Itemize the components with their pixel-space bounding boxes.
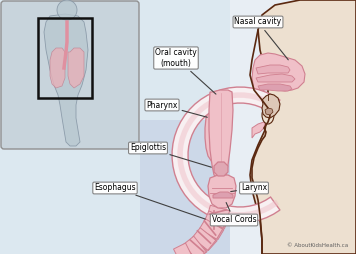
Polygon shape (205, 211, 227, 228)
Polygon shape (44, 14, 88, 146)
Text: Pharynx: Pharynx (146, 101, 207, 117)
Polygon shape (256, 74, 295, 82)
Polygon shape (205, 93, 228, 164)
Polygon shape (173, 243, 194, 254)
Text: Esophagus: Esophagus (94, 183, 205, 219)
Polygon shape (68, 48, 84, 88)
Polygon shape (265, 108, 273, 115)
Polygon shape (199, 219, 222, 239)
Polygon shape (213, 192, 233, 198)
FancyBboxPatch shape (1, 1, 139, 149)
Text: Oral cavity
(mouth): Oral cavity (mouth) (155, 48, 216, 94)
Bar (230, 0, 356, 254)
Polygon shape (188, 240, 207, 254)
Polygon shape (215, 206, 231, 218)
Polygon shape (214, 162, 228, 176)
Polygon shape (252, 108, 268, 138)
Polygon shape (192, 228, 216, 250)
Polygon shape (211, 213, 229, 229)
Text: Nasal cavity: Nasal cavity (235, 18, 288, 60)
Polygon shape (262, 94, 280, 118)
Bar (140, 120, 356, 254)
Polygon shape (184, 236, 206, 254)
Polygon shape (206, 223, 224, 240)
Circle shape (57, 0, 77, 20)
Text: Vocal Cords: Vocal Cords (212, 202, 256, 225)
Polygon shape (250, 0, 356, 254)
Bar (38, 18, 92, 98)
Text: Larynx: Larynx (231, 183, 267, 193)
Ellipse shape (262, 106, 274, 124)
Polygon shape (258, 84, 292, 91)
Polygon shape (50, 48, 65, 88)
Polygon shape (208, 175, 236, 208)
Text: Epiglottis: Epiglottis (130, 144, 211, 167)
Polygon shape (252, 53, 305, 108)
Polygon shape (209, 90, 233, 178)
Polygon shape (198, 231, 217, 251)
Polygon shape (256, 65, 290, 74)
Polygon shape (172, 87, 280, 223)
Polygon shape (208, 205, 230, 218)
Text: © AboutKidsHealth.ca: © AboutKidsHealth.ca (287, 243, 348, 248)
